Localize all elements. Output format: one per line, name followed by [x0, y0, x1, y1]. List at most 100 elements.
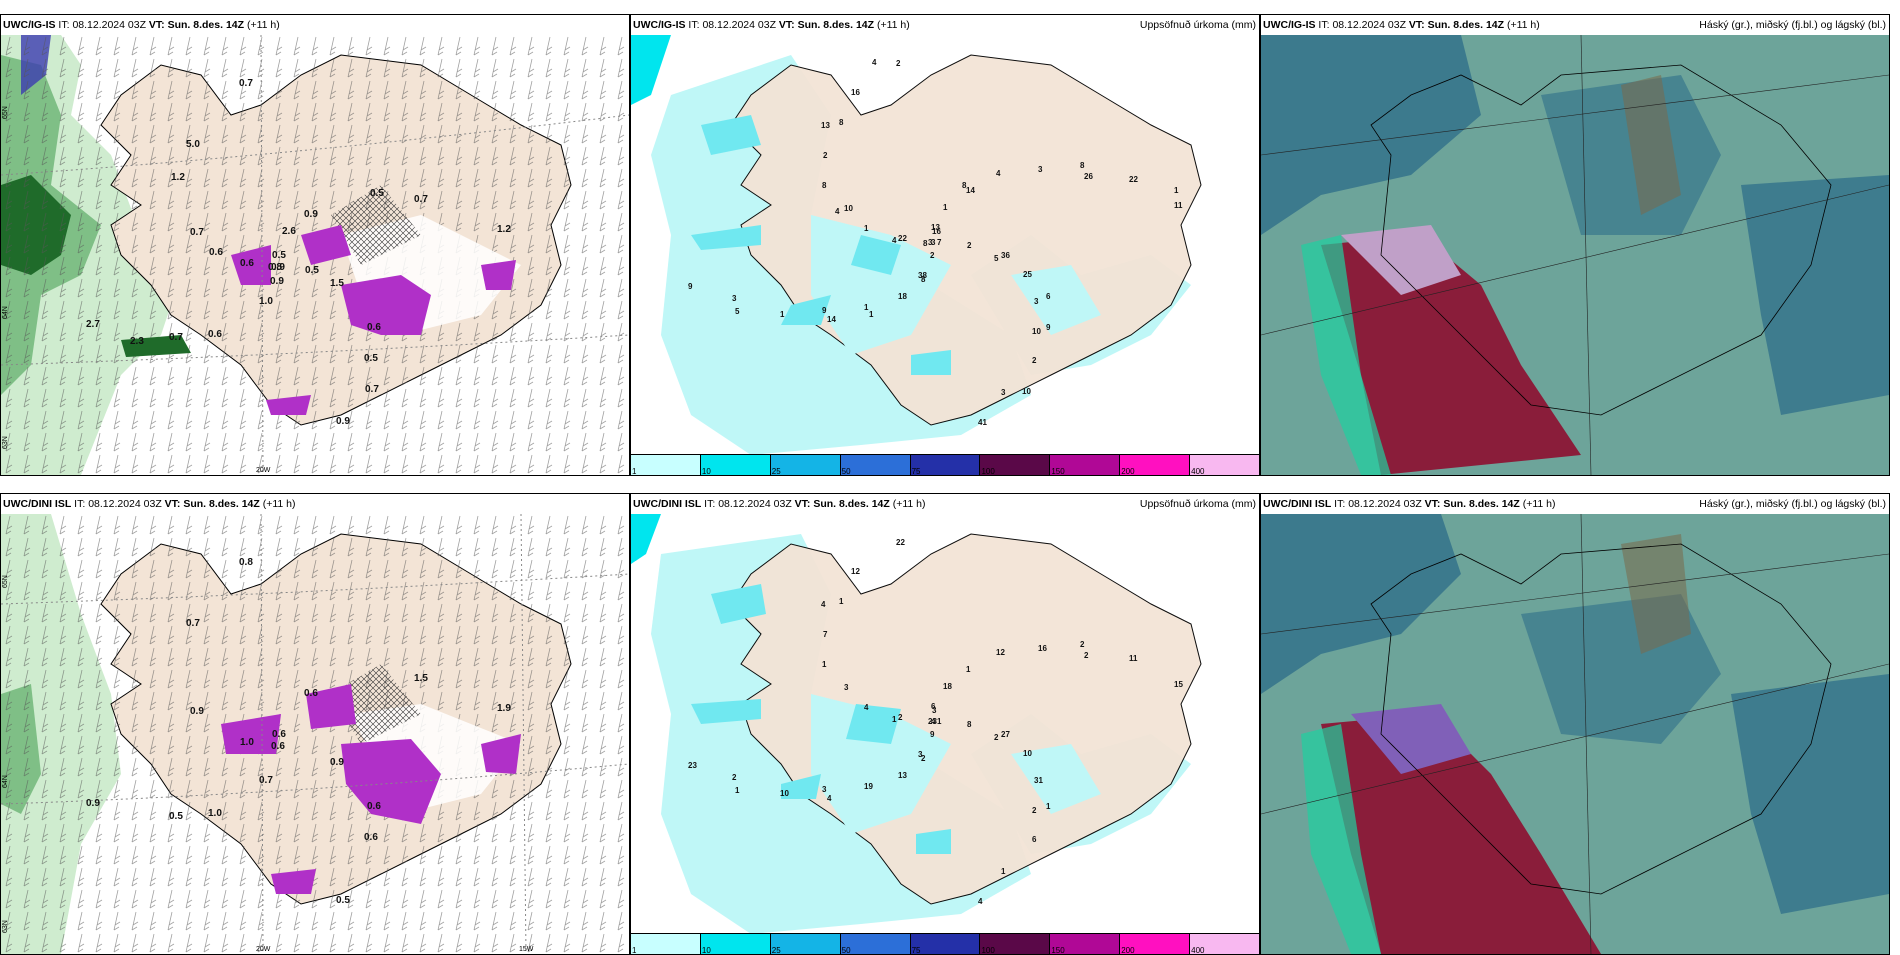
- value-label: 16: [1038, 644, 1047, 653]
- value-label: 0.7: [186, 618, 200, 629]
- precip-mid-4: [781, 774, 821, 799]
- value-label: 11: [1129, 654, 1138, 663]
- cloud-edge-green: [1301, 724, 1381, 954]
- value-label: 2.3: [130, 336, 144, 347]
- value-label: 36: [1001, 251, 1010, 260]
- value-label: 0.6: [367, 322, 381, 333]
- lon-line-15: [520, 514, 527, 954]
- value-label: 16: [851, 88, 860, 97]
- low-cloud-nw: [1261, 514, 1461, 694]
- value-label: 1.0: [259, 296, 273, 307]
- lat-label-64: 64N: [2, 775, 9, 788]
- lat-line-65: [1, 573, 629, 605]
- panel-title-right: Háský (gr.), miðský (fj.bl.) og lágský (…: [1699, 498, 1886, 510]
- colorbar-bin: 400: [1190, 934, 1259, 954]
- value-label: 0.9: [190, 706, 204, 717]
- value-label: 6: [1032, 835, 1037, 844]
- panel-header: UWC/IG-IS IT: 08.12.2024 03Z VT: Sun. 8.…: [1261, 15, 1889, 35]
- precip-over-land: [811, 215, 951, 355]
- value-label: 4: [835, 207, 840, 216]
- value-label: 4: [931, 717, 936, 726]
- value-label: 3: [928, 238, 933, 247]
- value-label: 2: [1080, 640, 1085, 649]
- wind-value-labels: 0.9 0.7 0.5 0.5 0.6 0.7 1.0 5.0 1.5 2.7 0.9 0.9 0.7 1…: [86, 78, 511, 427]
- value-label: 1: [864, 224, 869, 233]
- value-label: 0.5: [336, 895, 350, 906]
- grid-line: [1261, 184, 1889, 336]
- value-label: 0.9: [271, 262, 285, 273]
- wind-barbs: [1, 514, 629, 954]
- low-cloud-nw: [1261, 35, 1481, 235]
- value-label: 0.6: [367, 801, 381, 812]
- precip-mid-5: [911, 350, 951, 375]
- value-label: 12: [851, 567, 860, 576]
- precip-over-land-2: [1011, 744, 1101, 814]
- value-label: 4: [872, 58, 877, 67]
- colorbar-bin: 100: [980, 934, 1051, 954]
- panel-title-right: Uppsöfnuð úrkoma (mm): [1139, 19, 1256, 31]
- value-label: 7: [937, 238, 942, 247]
- value-label: 8: [923, 239, 928, 248]
- value-label: 2: [896, 59, 901, 68]
- lat-line-64: [1, 763, 629, 805]
- precip-green-strip: [121, 335, 191, 357]
- low-cloud-e: [1741, 175, 1889, 415]
- precip-mid-5: [916, 829, 951, 854]
- value-label: 3: [932, 706, 937, 715]
- value-label: 2: [823, 151, 828, 160]
- value-label: 2: [1032, 806, 1037, 815]
- value-label: 2: [994, 733, 999, 742]
- high-cloud-band: [1621, 534, 1691, 654]
- value-label: 0.5: [364, 353, 378, 364]
- value-label: 4: [892, 236, 897, 245]
- high-cloud-band: [1621, 75, 1681, 215]
- value-label: 10: [1023, 749, 1032, 758]
- precip-magenta-3: [231, 245, 271, 285]
- panel-header: UWC/IG-IS IT: 08.12.2024 03Z VT: Sun. 8.…: [1, 15, 629, 35]
- mid-cloud-light: [1341, 225, 1461, 295]
- value-label: 6: [931, 702, 936, 711]
- value-label: 0.6: [272, 729, 286, 740]
- panel-clouds-igis: UWC/IG-IS IT: 08.12.2024 03Z VT: Sun. 8.…: [1260, 14, 1890, 476]
- panel-wind-igis: UWC/IG-IS IT: 08.12.2024 03Z VT: Sun. 8.…: [0, 14, 630, 476]
- value-label: 0.7: [190, 227, 204, 238]
- value-label: 4: [978, 897, 983, 906]
- colorbar-bin: 150: [1050, 455, 1121, 475]
- lat-label-64: 64N: [2, 306, 9, 319]
- precip-mid-1: [701, 115, 761, 155]
- value-label: 0.7: [239, 78, 253, 89]
- colorbar-bin: 200: [1120, 934, 1191, 954]
- precip-mid-3: [851, 235, 901, 275]
- value-label: 10: [1032, 327, 1041, 336]
- precip-cyan-corner: [631, 35, 671, 105]
- value-label: 1: [1046, 802, 1051, 811]
- value-label: 25: [1023, 270, 1032, 279]
- value-label: 2: [967, 241, 972, 250]
- value-label: 5: [735, 307, 740, 316]
- value-label: 1: [839, 597, 844, 606]
- value-label: 14: [966, 186, 975, 195]
- panel-title-right: Uppsöfnuð úrkoma (mm): [1139, 498, 1256, 510]
- value-label: 12: [996, 648, 1005, 657]
- colorbar-bin: 150: [1050, 934, 1121, 954]
- colorbar-bin: 25: [770, 455, 841, 475]
- colorbar: 1 10 25 50 75 100 150 200 400: [631, 933, 1259, 954]
- value-label: 5.0: [186, 139, 200, 150]
- value-label: 15: [1174, 680, 1183, 689]
- precip-mid-3: [846, 704, 901, 744]
- panel-precip-igis: UWC/IG-IS IT: 08.12.2024 03Z VT: Sun. 8.…: [630, 14, 1260, 476]
- value-label: 1.0: [240, 737, 254, 748]
- panel-wind-dini: UWC/DINI ISL IT: 08.12.2024 03Z VT: Sun.…: [0, 493, 630, 955]
- value-label: 0.9: [304, 209, 318, 220]
- value-label: 0.7: [259, 775, 273, 786]
- value-label: 14: [827, 315, 836, 324]
- lat-label-65: 65N: [2, 575, 9, 588]
- precip-magenta-4: [481, 260, 516, 290]
- value-label: 8: [962, 181, 967, 190]
- value-label: 22: [896, 538, 905, 547]
- value-label: 1.2: [171, 172, 185, 183]
- value-label: 1.5: [330, 278, 344, 289]
- value-label: 2: [930, 251, 935, 260]
- hatched-area: [331, 185, 421, 265]
